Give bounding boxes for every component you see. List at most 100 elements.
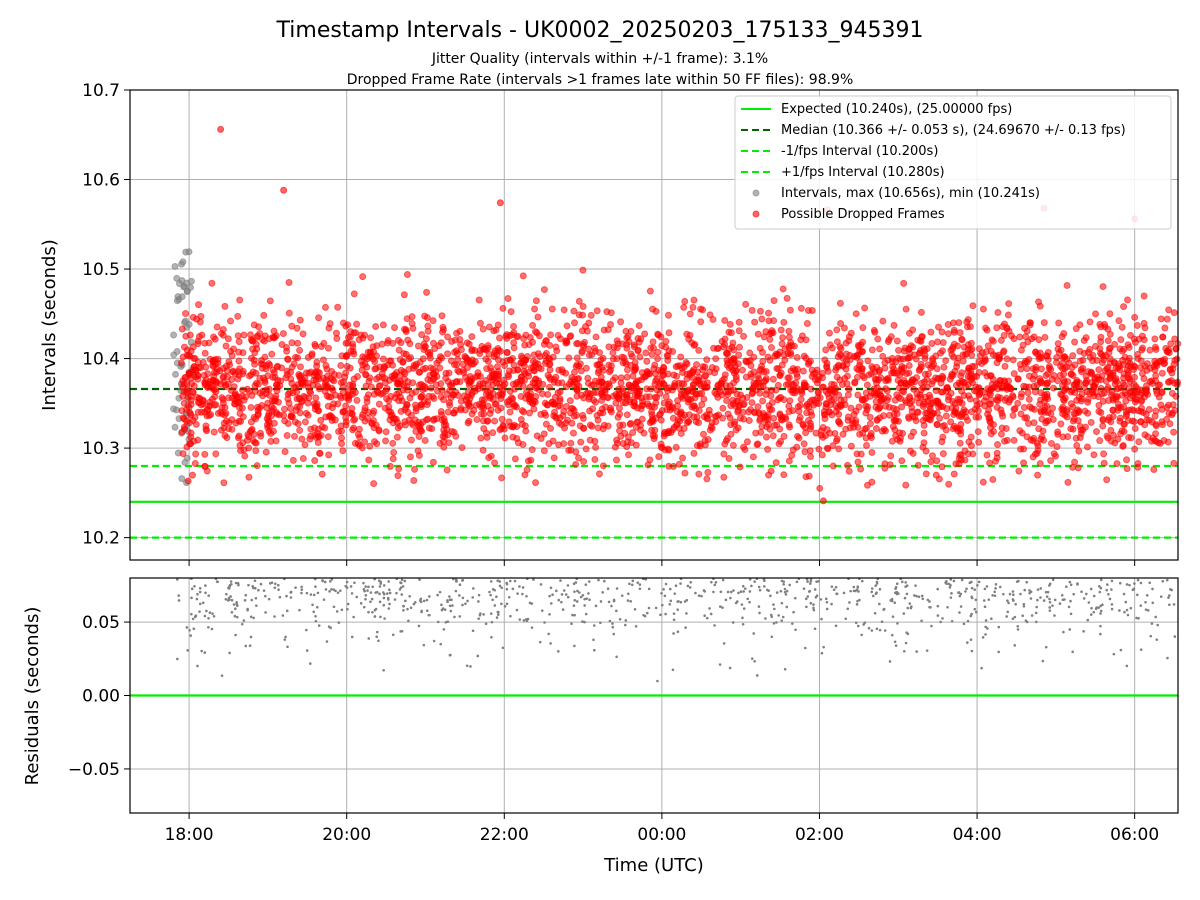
residual-point [1053, 598, 1057, 602]
residual-point [587, 592, 590, 595]
dropped-frame-point [227, 317, 235, 325]
residual-point [1011, 590, 1015, 593]
dropped-frame-point [210, 372, 218, 380]
residual-point [477, 600, 480, 603]
residual-point [391, 633, 395, 637]
dropped-frame-point [197, 401, 205, 409]
residual-point [671, 668, 675, 672]
dropped-frame-point [1170, 459, 1178, 467]
y-tick-label: −0.05 [68, 760, 120, 780]
dropped-frame-point [220, 479, 228, 487]
residual-point [1069, 599, 1072, 603]
residual-point [990, 617, 993, 620]
dropped-frame-point [235, 357, 243, 365]
dropped-frame-point [349, 426, 357, 434]
dropped-frame-point [928, 452, 936, 460]
dropped-frame-point [979, 478, 987, 486]
residual-point [820, 651, 824, 655]
residual-point [993, 594, 997, 598]
dropped-frame-point [943, 384, 951, 392]
residual-point [230, 610, 234, 614]
dropped-frame-point [487, 364, 495, 372]
dropped-frame-point [660, 432, 668, 440]
residual-point [349, 585, 353, 588]
dropped-frame-point [879, 317, 887, 325]
dropped-frame-point [905, 345, 913, 353]
dropped-frame-point [874, 335, 882, 343]
residual-point [367, 585, 370, 589]
dropped-frame-point [284, 355, 292, 363]
residual-point [611, 625, 615, 629]
dropped-frame-point [760, 333, 768, 341]
residual-point [585, 597, 588, 600]
residual-point [950, 592, 953, 595]
residual-point [1139, 648, 1143, 651]
dropped-frame-point [746, 349, 754, 357]
dropped-frame-point [179, 392, 187, 400]
dropped-frame-point [353, 396, 361, 404]
dropped-frame-point [927, 458, 935, 466]
residual-point [1098, 590, 1102, 594]
dropped-frame-point [1151, 335, 1159, 343]
residual-point [958, 611, 961, 614]
residual-point [791, 622, 794, 625]
residual-point [228, 598, 231, 601]
dropped-frame-point [1167, 365, 1175, 373]
residual-point [1099, 624, 1102, 628]
residual-point [259, 582, 263, 586]
residual-point [466, 599, 469, 603]
residual-point [283, 638, 287, 641]
dropped-frame-point [517, 392, 525, 400]
dropped-frame-point [498, 474, 506, 482]
residual-point [198, 590, 202, 594]
residual-point [1124, 600, 1128, 604]
residual-point [628, 582, 631, 586]
dropped-frame-point [864, 357, 872, 365]
dropped-frame-point [833, 338, 841, 346]
dropped-frame-point [774, 365, 782, 373]
dropped-frame-point [418, 331, 426, 339]
dropped-frame-point [1034, 471, 1042, 479]
residual-point [1099, 604, 1103, 608]
residual-point [985, 585, 989, 588]
dropped-frame-point [845, 467, 853, 475]
dropped-frame-point [1040, 319, 1048, 327]
residual-point [822, 645, 825, 649]
dropped-frame-point [266, 297, 274, 305]
residual-point [232, 603, 236, 606]
x-tick-label: 02:00 [795, 825, 844, 845]
dropped-frame-point [1099, 283, 1107, 291]
dropped-frame-point [893, 337, 901, 345]
residual-point [557, 598, 561, 602]
dropped-frame-point [1161, 355, 1169, 363]
dropped-frame-point [957, 456, 965, 464]
dropped-frame-point [615, 394, 623, 402]
dropped-frame-point [816, 484, 824, 492]
residual-point [413, 601, 417, 604]
dropped-frame-point [389, 455, 397, 463]
dropped-frame-point [195, 301, 203, 309]
dropped-frame-point [235, 432, 243, 440]
dropped-frame-point [1020, 459, 1028, 467]
dropped-frame-point [814, 388, 822, 396]
residual-point [638, 587, 642, 591]
dropped-frame-point [265, 418, 273, 426]
residual-point [742, 590, 745, 593]
residual-point [530, 626, 534, 629]
dropped-frame-point [542, 420, 550, 428]
dropped-frame-point [947, 389, 955, 397]
dropped-frame-point [994, 397, 1002, 405]
residual-point [1150, 622, 1154, 625]
dropped-frame-point [452, 347, 460, 355]
residual-point [284, 635, 287, 639]
dropped-frame-point [1008, 332, 1016, 340]
residual-point [757, 605, 761, 608]
dropped-frame-point [976, 390, 984, 398]
dropped-frame-point [550, 454, 558, 462]
dropped-frame-point [891, 416, 899, 424]
dropped-frame-point [1087, 418, 1095, 426]
dropped-frame-point [853, 450, 861, 458]
dropped-frame-point [894, 354, 902, 362]
residual-point [610, 604, 613, 608]
dropped-frame-point [767, 344, 775, 352]
